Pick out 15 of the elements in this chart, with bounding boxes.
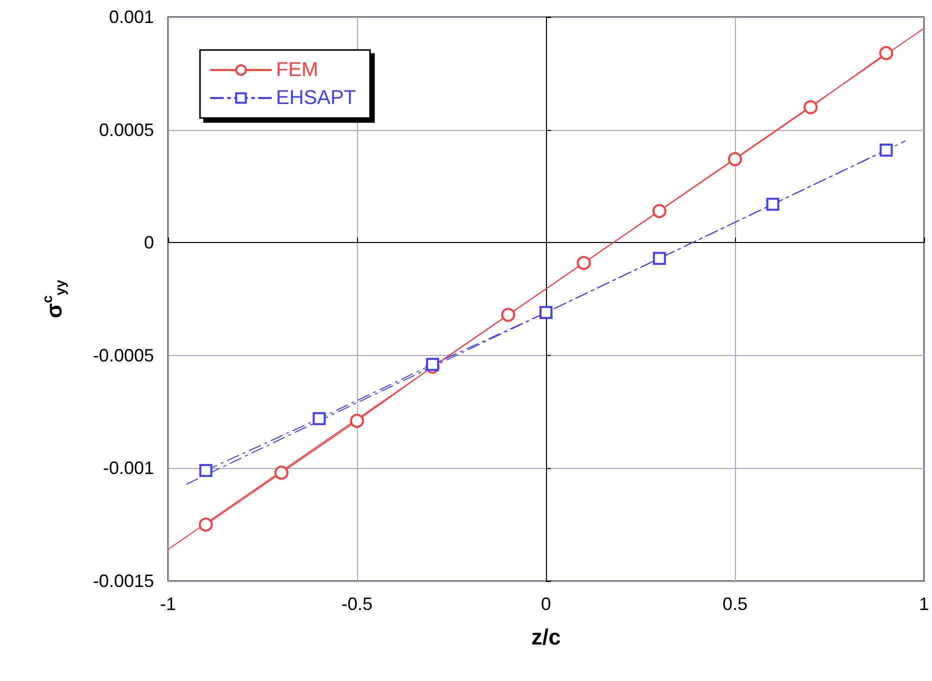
legend-label: FEM xyxy=(276,59,318,81)
legend-label: EHSAPT xyxy=(276,87,356,109)
y-tick-label: -0.0015 xyxy=(92,571,154,591)
y-axis-title: σcyy xyxy=(39,280,68,318)
x-tick-label: -0.5 xyxy=(341,594,373,614)
y-tick-label: 0.001 xyxy=(108,7,154,27)
x-tick-label: 1 xyxy=(918,594,929,614)
y-tick-label: -0.0005 xyxy=(92,345,154,366)
x-axis-title: z/c xyxy=(531,624,561,650)
y-tick-label: -0.001 xyxy=(102,458,154,478)
x-tick-label: -1 xyxy=(160,594,176,614)
y-tick-label: 0 xyxy=(144,232,154,253)
y-tick-label: 0.0005 xyxy=(98,120,154,140)
x-tick-label: 0 xyxy=(540,594,552,614)
x-tick-label: 0.5 xyxy=(722,594,748,614)
